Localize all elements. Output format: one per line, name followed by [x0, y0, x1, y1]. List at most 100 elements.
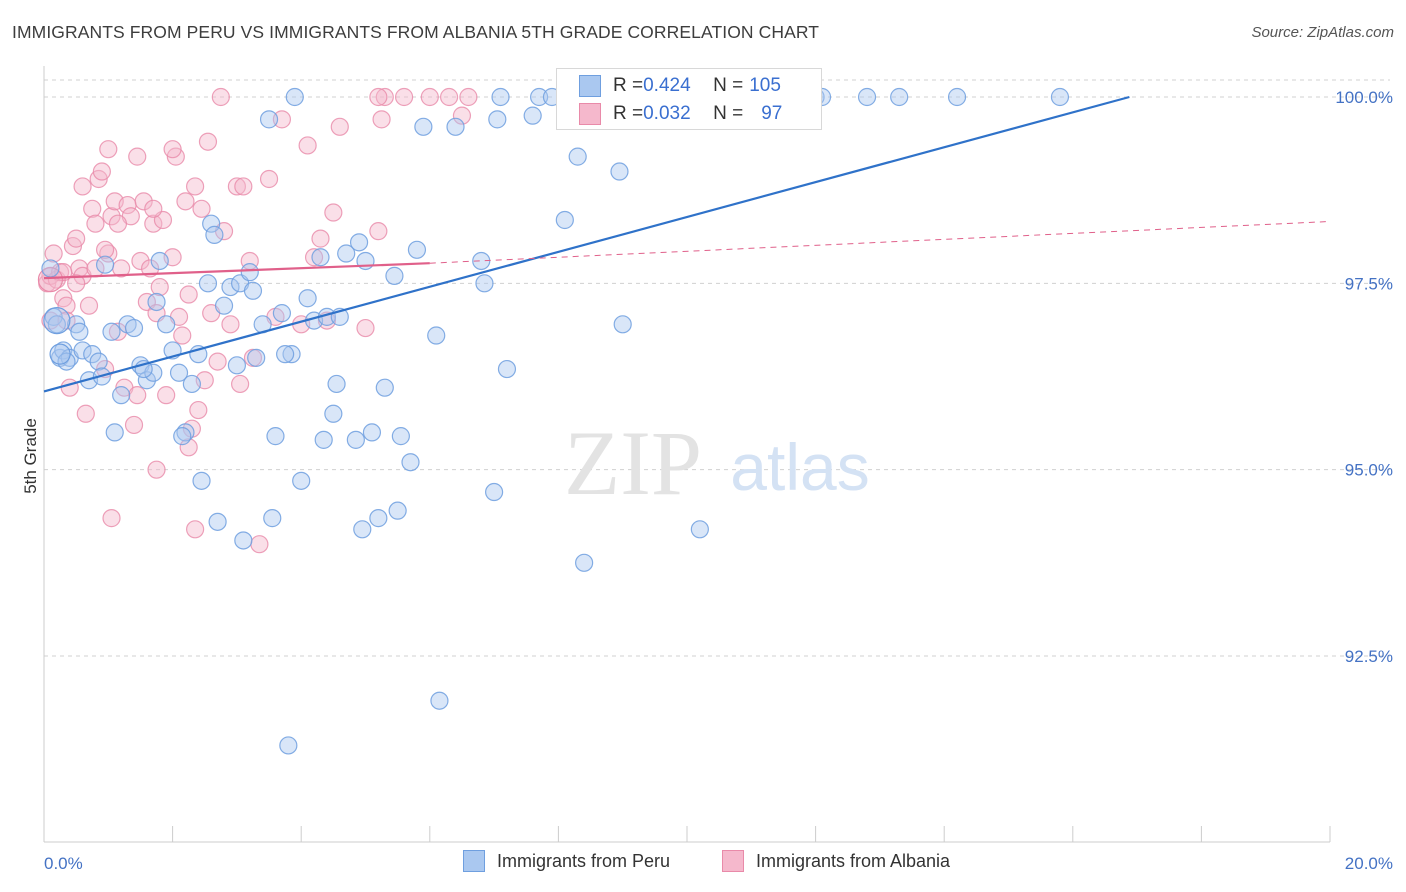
peru-point	[276, 345, 295, 364]
albania-point	[76, 404, 95, 423]
albania-point	[131, 251, 150, 271]
peru-point	[144, 363, 163, 382]
peru-legend-label: Immigrants from Peru	[497, 850, 671, 871]
peru-n-label: N =	[713, 75, 744, 96]
albania-point	[189, 400, 208, 420]
trend-lines	[43, 95, 1331, 393]
peru-point	[285, 87, 304, 107]
peru-point	[385, 266, 404, 285]
y-tick-labels: 92.5% 95.0% 97.5% 100.0%	[1335, 88, 1393, 666]
albania-point	[99, 140, 118, 159]
watermark: ZIP atlas	[564, 412, 870, 514]
albania-point	[140, 259, 160, 278]
peru-point	[70, 322, 89, 341]
y-tick-label: 97.5%	[1345, 274, 1393, 293]
albania-point	[92, 162, 111, 181]
albania-r-value: 0.032	[643, 103, 691, 124]
peru-point	[327, 374, 346, 394]
albania-point	[208, 352, 227, 371]
albania-point	[44, 244, 63, 263]
albania-point	[163, 140, 182, 159]
albania-point	[102, 207, 121, 226]
albania-point	[221, 315, 240, 334]
peru-point	[324, 404, 343, 423]
albania-point	[144, 214, 163, 233]
albania-point	[179, 438, 198, 457]
albania-point	[192, 199, 211, 218]
peru-point	[491, 87, 510, 107]
peru-trend-line	[43, 95, 1130, 393]
albania-point	[144, 199, 163, 218]
peru-point-large	[43, 307, 71, 335]
albania-point	[227, 177, 246, 196]
peru-point	[947, 87, 967, 107]
albania-point	[272, 110, 292, 129]
albania-point	[369, 222, 388, 241]
peru-point	[446, 117, 465, 136]
peru-point	[407, 240, 427, 259]
peru-point	[890, 87, 909, 107]
peru-point	[401, 453, 420, 472]
albania-point	[298, 136, 317, 155]
peru-point	[202, 214, 221, 233]
albania-point	[95, 240, 115, 259]
albania-point	[356, 318, 375, 338]
albania-trend-extension	[429, 220, 1331, 264]
albania-point	[134, 192, 153, 211]
peru-point	[147, 292, 166, 312]
albania-point	[102, 509, 121, 528]
gridlines	[44, 79, 1390, 657]
albania-point	[108, 214, 128, 233]
albania-point	[73, 177, 92, 196]
peru-point	[497, 359, 517, 379]
peru-point	[298, 289, 317, 308]
peru-point	[214, 296, 234, 315]
peru-point	[54, 341, 73, 360]
albania-point	[157, 386, 176, 405]
peru-point	[259, 110, 279, 129]
albania-n-label: N =	[713, 103, 744, 124]
peru-point	[137, 371, 156, 390]
x-tick-label: 0.0%	[44, 854, 83, 873]
albania-point	[79, 296, 99, 315]
axes	[43, 66, 1331, 843]
albania-point	[150, 277, 169, 297]
peru-point	[555, 210, 574, 230]
peru-point	[279, 736, 298, 755]
peru-point	[227, 356, 246, 375]
albania-trend-line	[43, 262, 430, 280]
peru-point	[337, 244, 356, 263]
peru-point	[272, 304, 292, 323]
peru-point	[124, 318, 144, 338]
peru-point	[234, 531, 253, 550]
peru-point	[150, 251, 169, 271]
albania-n-value: 97	[761, 103, 783, 124]
peru-point	[362, 423, 382, 442]
albania-point	[67, 229, 86, 248]
albania-point	[311, 229, 330, 248]
peru-point	[221, 277, 240, 297]
albania-point	[231, 374, 250, 394]
albania-point	[234, 177, 253, 196]
peru-point	[430, 691, 449, 710]
peru-swatch	[579, 75, 601, 97]
peru-point	[205, 225, 224, 244]
peru-point	[349, 233, 369, 252]
albania-point	[186, 520, 205, 539]
peru-point	[282, 345, 301, 364]
legend-item-albania[interactable]: Immigrants from Albania	[722, 850, 950, 872]
peru-point	[475, 274, 494, 293]
peru-point	[311, 248, 330, 267]
peru-point	[414, 117, 433, 136]
albania-legend-label: Immigrants from Albania	[756, 850, 951, 871]
albania-point	[67, 274, 86, 293]
albania-point	[369, 87, 388, 107]
legend-item-peru[interactable]: Immigrants from Peru	[463, 850, 670, 872]
peru-point	[353, 520, 372, 539]
peru-point	[247, 348, 266, 367]
peru-point	[182, 374, 201, 394]
peru-point	[243, 281, 263, 300]
peru-point	[369, 509, 388, 528]
peru-point	[391, 427, 410, 446]
peru-point	[73, 341, 92, 360]
